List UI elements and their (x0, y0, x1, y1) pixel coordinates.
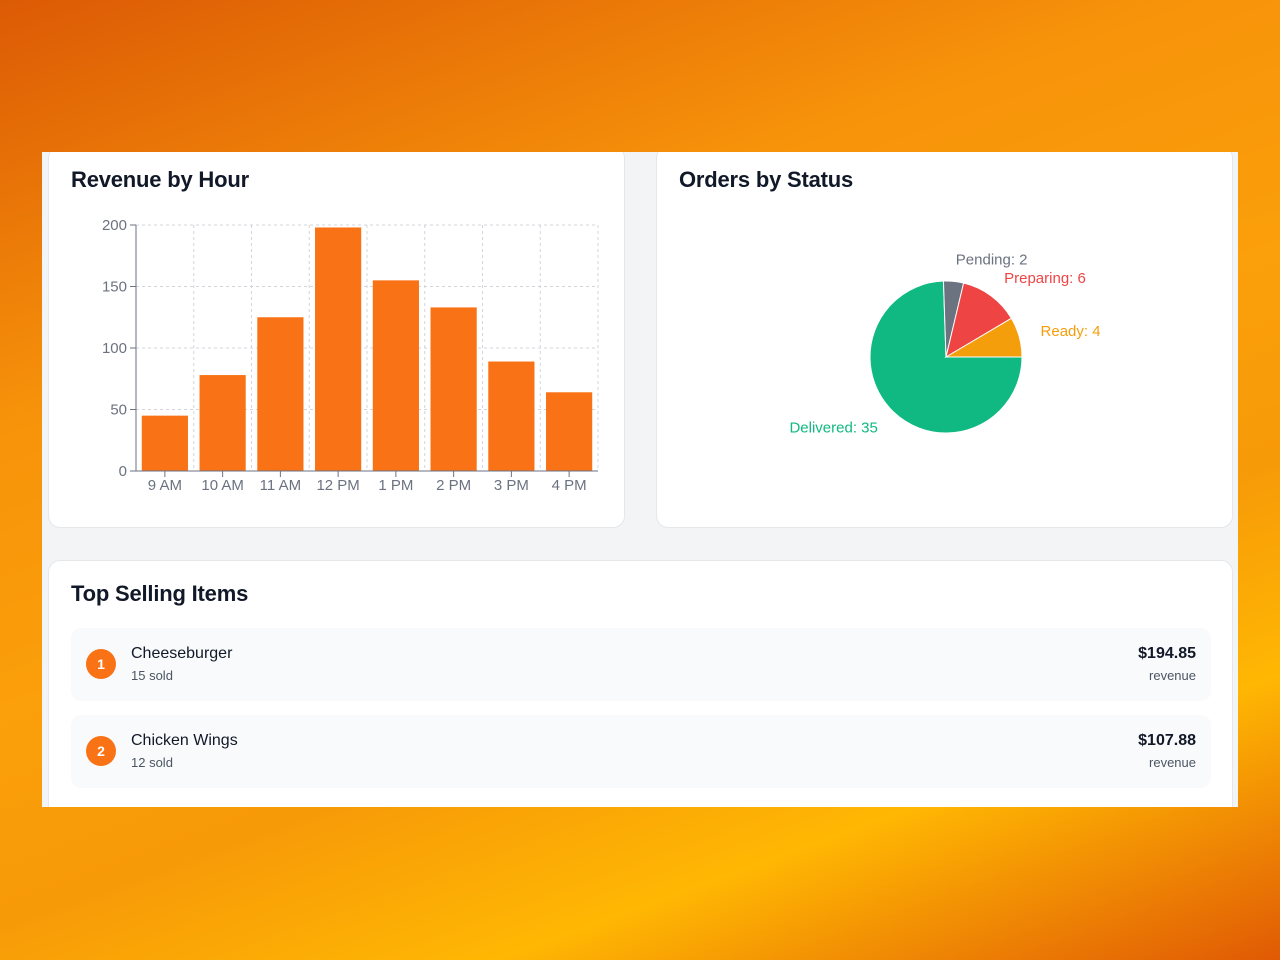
bar (372, 280, 419, 471)
item-revenue: $107.88 (1138, 732, 1196, 749)
pie-label-preparing: Preparing: 6 (1004, 270, 1086, 287)
x-tick-label: 1 PM (378, 477, 413, 494)
x-tick-label: 9 AM (148, 477, 182, 494)
item-revenue-label: revenue (1149, 755, 1196, 770)
bar (141, 415, 188, 471)
item-revenue-label: revenue (1149, 668, 1196, 683)
item-revenue: $194.85 (1138, 645, 1196, 662)
top-item-row[interactable]: 2 Chicken Wings 12 sold $107.88 revenue (71, 715, 1211, 788)
bar (546, 392, 593, 471)
top-items-title: Top Selling Items (71, 581, 249, 606)
revenue-by-hour-card: Revenue by Hour 0 50 100 150 200 9 AM 10 AM 11 … (48, 152, 625, 528)
bar (430, 307, 477, 471)
item-name: Cheeseburger (131, 645, 233, 662)
x-tick-label: 4 PM (552, 477, 587, 494)
pie-label-pending: Pending: 2 (956, 251, 1028, 268)
x-tick-label: 12 PM (316, 477, 359, 494)
item-name: Chicken Wings (131, 732, 238, 749)
bar (315, 227, 362, 471)
rank-badge: 2 (86, 736, 116, 766)
y-tick-label: 200 (102, 217, 127, 234)
x-tick-label: 11 AM (260, 477, 301, 494)
top-selling-items-card: Top Selling Items 1 Cheeseburger 15 sold… (48, 560, 1233, 807)
bar (488, 361, 535, 471)
x-tick-label: 3 PM (494, 477, 529, 494)
pie-label-ready: Ready: 4 (1041, 323, 1101, 340)
dashboard-viewport: Revenue by Hour 0 50 100 150 200 9 AM 10 AM 11 … (42, 152, 1238, 807)
pie-slice-preparing (945, 282, 1013, 359)
pie-slice-delivered (869, 280, 1023, 434)
orders-by-status-card: Orders by Status Delivered: 35 Pending: 2… (656, 152, 1233, 528)
bar (257, 317, 304, 471)
orders-pie-chart: Delivered: 35 Pending: 2 Preparing: 6 Ready… (789, 251, 1101, 436)
revenue-chart-title: Revenue by Hour (71, 167, 249, 192)
revenue-bar-chart: 0 50 100 150 200 9 AM 10 AM 11 AM 12 PM 1 PM 2 PM 3… (102, 217, 599, 494)
y-tick-label: 0 (119, 463, 127, 480)
x-tick-label: 2 PM (436, 477, 471, 494)
y-tick-label: 150 (102, 279, 127, 296)
rank-badge: 1 (86, 649, 116, 679)
top-item-row[interactable]: 1 Cheeseburger 15 sold $194.85 revenue (71, 628, 1211, 701)
pie-label-delivered: Delivered: 35 (789, 419, 877, 436)
bar (199, 375, 246, 471)
status-chart-title: Orders by Status (679, 167, 854, 192)
item-sold-count: 15 sold (131, 668, 173, 683)
x-tick-label: 10 AM (201, 477, 244, 494)
item-sold-count: 12 sold (131, 755, 173, 770)
y-tick-label: 100 (102, 340, 127, 357)
pie-slice-ready (944, 317, 1023, 358)
y-tick-label: 50 (110, 402, 127, 419)
